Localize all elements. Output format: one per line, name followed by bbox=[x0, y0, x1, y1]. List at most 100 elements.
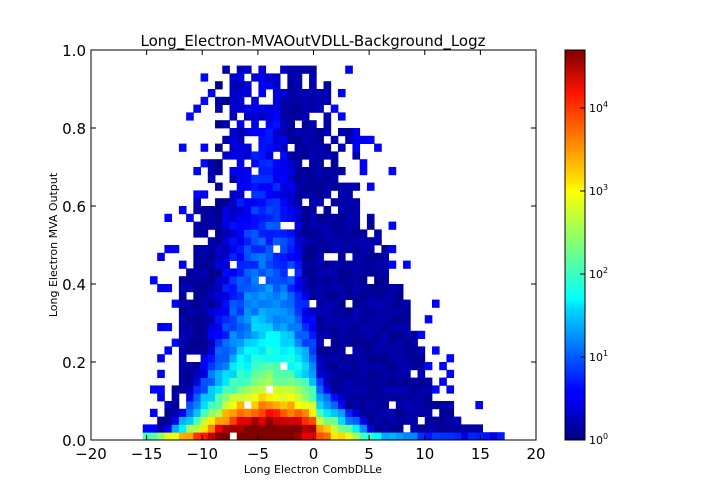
heatmap-cell bbox=[330, 276, 339, 285]
heatmap-cell bbox=[352, 408, 361, 417]
heatmap-cell bbox=[272, 330, 281, 339]
heatmap-cell bbox=[345, 369, 353, 378]
heatmap-cell bbox=[316, 299, 324, 308]
heatmap-cell bbox=[301, 354, 310, 363]
heatmap-cell bbox=[403, 369, 411, 378]
heatmap-cell bbox=[410, 401, 418, 410]
heatmap-cell bbox=[222, 401, 230, 410]
heatmap-cell bbox=[431, 299, 440, 308]
heatmap-cell bbox=[157, 424, 165, 433]
heatmap-cell bbox=[294, 159, 303, 168]
heatmap-cell bbox=[251, 268, 259, 277]
heatmap-cell bbox=[309, 143, 317, 152]
heatmap-cell bbox=[236, 221, 245, 230]
heatmap-cell bbox=[301, 268, 310, 277]
heatmap-cell bbox=[258, 377, 267, 386]
heatmap-cell bbox=[287, 260, 295, 269]
heatmap-cell bbox=[330, 284, 339, 293]
heatmap-cell bbox=[417, 354, 426, 363]
heatmap-cell bbox=[460, 424, 469, 433]
heatmap-cell bbox=[410, 346, 418, 355]
heatmap-cell bbox=[316, 291, 324, 300]
heatmap-cell bbox=[323, 424, 332, 433]
heatmap-cell bbox=[178, 330, 187, 339]
heatmap-cell bbox=[381, 260, 389, 269]
heatmap-cell bbox=[272, 221, 281, 230]
heatmap-cell bbox=[178, 307, 187, 316]
heatmap-cell bbox=[381, 330, 389, 339]
heatmap-cell bbox=[337, 354, 346, 363]
heatmap-cell bbox=[287, 432, 295, 441]
heatmap-cell bbox=[301, 315, 310, 324]
heatmap-cell bbox=[251, 393, 259, 402]
heatmap-cell bbox=[410, 377, 418, 386]
heatmap-cell bbox=[215, 104, 223, 113]
heatmap-cell bbox=[186, 338, 194, 347]
heatmap-cell bbox=[403, 385, 411, 394]
heatmap-cell bbox=[431, 346, 440, 355]
heatmap-cell bbox=[186, 213, 194, 222]
heatmap-cell bbox=[309, 416, 317, 425]
heatmap-cell bbox=[222, 135, 230, 144]
heatmap-cell bbox=[229, 276, 238, 285]
heatmap-cell bbox=[243, 268, 252, 277]
heatmap-cell bbox=[359, 291, 368, 300]
heatmap-cell bbox=[272, 104, 281, 113]
heatmap-cell bbox=[287, 120, 295, 129]
heatmap-cell bbox=[236, 104, 245, 113]
heatmap-cell bbox=[222, 268, 230, 277]
heatmap-cell bbox=[200, 385, 209, 394]
heatmap-cell bbox=[294, 338, 303, 347]
heatmap-cell bbox=[251, 260, 259, 269]
heatmap-cell bbox=[200, 401, 209, 410]
heatmap-cell bbox=[207, 245, 216, 254]
x-tick-label: 10 bbox=[415, 445, 434, 463]
heatmap-cell bbox=[186, 315, 194, 324]
heatmap-cell bbox=[251, 206, 259, 215]
heatmap-cell bbox=[207, 213, 216, 222]
x-tick-label: −15 bbox=[131, 445, 163, 463]
heatmap-cell bbox=[309, 408, 317, 417]
heatmap-cell bbox=[258, 73, 267, 82]
heatmap-cell bbox=[330, 385, 339, 394]
heatmap-cell bbox=[207, 89, 216, 98]
heatmap-cell bbox=[410, 432, 418, 441]
heatmap-cell bbox=[200, 284, 209, 293]
heatmap-cell bbox=[164, 213, 173, 222]
heatmap-cell bbox=[215, 268, 223, 277]
heatmap-cell bbox=[178, 206, 187, 215]
heatmap-cell bbox=[352, 432, 361, 441]
heatmap-cell bbox=[301, 182, 310, 191]
heatmap-cell bbox=[272, 143, 281, 152]
heatmap-cell bbox=[243, 237, 252, 246]
heatmap-cell bbox=[316, 424, 324, 433]
heatmap-cell bbox=[157, 416, 165, 425]
heatmap-cell bbox=[374, 323, 382, 332]
heatmap-cell bbox=[200, 362, 209, 371]
heatmap-cell bbox=[323, 408, 332, 417]
heatmap-cell bbox=[287, 408, 295, 417]
heatmap-cell bbox=[345, 190, 353, 199]
heatmap-cell bbox=[236, 284, 245, 293]
heatmap-cell bbox=[215, 330, 223, 339]
heatmap-cell bbox=[272, 73, 281, 82]
heatmap-cell bbox=[395, 408, 404, 417]
heatmap-cell bbox=[374, 276, 382, 285]
heatmap-cell bbox=[294, 151, 303, 160]
heatmap-cell bbox=[280, 315, 288, 324]
x-axis-label: Long Electron CombDLLe bbox=[244, 463, 382, 476]
heatmap-cell bbox=[403, 408, 411, 417]
heatmap-cell bbox=[323, 182, 332, 191]
heatmap-cell bbox=[207, 401, 216, 410]
heatmap-cell bbox=[323, 401, 332, 410]
heatmap-cell bbox=[243, 369, 252, 378]
heatmap-cell bbox=[229, 96, 238, 105]
heatmap-cell bbox=[309, 393, 317, 402]
heatmap-cell bbox=[193, 198, 201, 207]
heatmap-cell bbox=[352, 213, 361, 222]
heatmap-cell bbox=[222, 213, 230, 222]
heatmap-cell bbox=[309, 323, 317, 332]
colorbar-tick-label: 104 bbox=[589, 100, 608, 115]
heatmap-cell bbox=[251, 323, 259, 332]
heatmap-cell bbox=[294, 89, 303, 98]
